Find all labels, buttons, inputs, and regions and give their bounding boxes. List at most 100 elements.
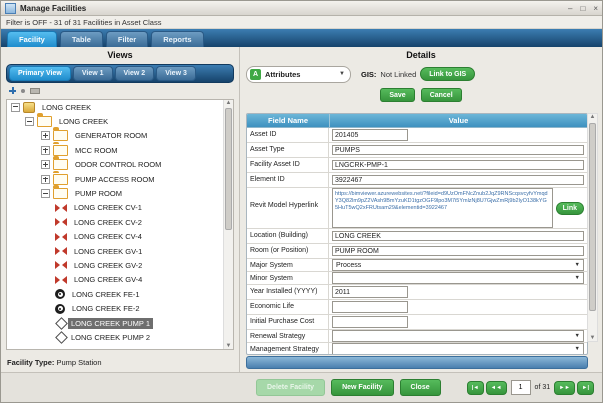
save-button[interactable]: Save [380,88,415,102]
tree-item[interactable]: LONG CREEK CV-2 [7,215,233,229]
tab-facility[interactable]: Facility [7,31,57,47]
expander-icon[interactable] [11,102,20,112]
close-button[interactable]: Close [399,379,441,396]
field-label: Element ID [247,173,329,187]
tree-item[interactable]: GENERATOR ROOM [7,127,233,143]
tree-item[interactable]: MCC ROOM [7,141,233,157]
details-scrollbar[interactable]: ▲ ▼ [587,113,598,342]
valve-icon [55,247,67,256]
expander-icon[interactable] [25,117,34,127]
economic-life-input[interactable] [332,301,408,313]
major-system-value: Process [336,261,362,269]
management-strategy-select[interactable]: ▼ [332,343,584,354]
field-label: Renewal Strategy [247,330,329,342]
year-installed-input[interactable] [332,286,408,298]
minor-system-select[interactable]: ▼ [332,272,584,284]
tab-filter[interactable]: Filter [105,31,149,47]
tree-item[interactable]: ODOR CONTROL ROOM [7,156,233,172]
folder-icon [53,185,68,200]
expander-icon[interactable] [41,160,50,170]
tab-view-3[interactable]: View 3 [156,66,196,81]
initial-purchase-cost-input[interactable] [332,316,408,328]
delete-facility-button[interactable]: Delete Facility [256,379,326,396]
tab-primary-view[interactable]: Primary View [9,66,71,81]
collapse-all-icon[interactable] [21,88,25,93]
tree-item-label: PUMP ROOM [75,189,122,199]
tree-item[interactable]: LONG CREEK [7,100,233,114]
facility-asset-id-input[interactable] [332,160,584,170]
tree-item[interactable]: LONG CREEK PUMP 2 [7,330,233,344]
scroll-down-icon[interactable]: ▼ [225,343,232,349]
revit-hyperlink-input[interactable]: https://bimviewer.azurewebsites.net/?fil… [332,188,553,228]
asset-id-input[interactable] [332,129,408,141]
attributes-dropdown[interactable]: A Attributes ▼ [246,65,351,83]
tree-item-label: LONG CREEK GV-2 [74,260,143,270]
next-page-button[interactable]: ►► [554,380,576,395]
page-number-input[interactable] [510,380,531,395]
field-row: Initial Purchase Cost [247,315,587,330]
tree-item[interactable]: LONG CREEK GV-2 [7,258,233,272]
asset-type-input[interactable] [332,145,584,155]
tab-view-1[interactable]: View 1 [72,66,113,81]
tree-toolbar [9,86,239,95]
prev-page-button[interactable]: ◄◄ [485,380,507,395]
field-row: Room (or Position) [247,244,587,259]
element-id-input[interactable] [332,175,584,185]
tree-item[interactable]: PUMP ACCESS ROOM [7,170,233,186]
expander-icon[interactable] [41,174,50,184]
tree-item[interactable]: LONG CREEK GV-4 [7,273,233,287]
room-position-input[interactable] [332,246,584,256]
details-horizontal-scrollbar[interactable] [246,356,588,369]
close-icon[interactable]: × [593,3,598,13]
tree-scrollbar[interactable]: ▲ ▼ [223,100,233,349]
tree-item-selected[interactable]: LONG CREEK PUMP 1 [7,316,233,330]
tree-item[interactable]: PUMP ROOM [7,185,233,200]
minimize-icon[interactable]: – [568,3,573,13]
tab-view-2[interactable]: View 2 [114,66,155,81]
renewal-strategy-select[interactable]: ▼ [332,330,584,342]
first-page-button[interactable]: |◄ [466,380,484,395]
tree-item-label: GENERATOR ROOM [75,131,148,141]
tree-item[interactable]: LONG CREEK CV-1 [7,201,233,215]
expander-icon[interactable] [41,145,50,155]
link-to-gis-button[interactable]: Link to GIS [420,67,476,81]
folder-icon [53,141,68,156]
scroll-up-icon[interactable]: ▲ [589,114,596,120]
major-system-select[interactable]: Process ▼ [332,259,584,271]
tree-item[interactable]: LONG CREEK FE-2 [7,301,233,315]
view-tab-bar: Primary View View 1 View 2 View 3 [6,64,234,83]
tab-table[interactable]: Table [59,31,103,47]
tree-options-icon[interactable] [30,87,40,94]
attributes-dropdown-value: Attributes [265,69,301,79]
link-button[interactable]: Link [555,201,584,215]
valve-icon [55,232,67,241]
maximize-icon[interactable]: □ [580,3,586,13]
last-page-button[interactable]: ►| [577,380,594,395]
expander-icon[interactable] [41,189,50,199]
expander-icon[interactable] [41,131,50,141]
field-label: Major System [247,259,329,271]
flow-element-icon [55,303,65,314]
tree-scroll-thumb[interactable] [225,108,232,230]
tree-item[interactable]: LONG CREEK [7,113,233,128]
scroll-up-icon[interactable]: ▲ [225,100,232,106]
field-row: Revit Model Hyperlink https://bimviewer.… [247,188,587,229]
chevron-down-icon: ▼ [574,346,580,352]
details-scroll-thumb[interactable] [589,123,596,311]
filter-status-text: Filter is OFF - 31 of 31 Facilities in A… [1,16,602,29]
scroll-down-icon[interactable]: ▼ [589,335,596,341]
title-bar: Manage Facilities – □ × [1,1,602,16]
tree-item[interactable]: LONG CREEK GV-1 [7,244,233,258]
expand-all-icon[interactable] [9,87,16,94]
field-label: Minor System [247,272,329,284]
cancel-button[interactable]: Cancel [420,88,462,102]
field-row: Management Strategy ▼ [247,343,587,354]
field-label: Location (Building) [247,229,329,243]
tree-item[interactable]: LONG CREEK CV-4 [7,230,233,244]
location-building-input[interactable] [332,231,584,241]
new-facility-button[interactable]: New Facility [331,379,394,396]
tab-reports[interactable]: Reports [151,31,204,47]
tree-item[interactable]: LONG CREEK FE-1 [7,287,233,301]
valve-icon [55,203,67,212]
pump-icon [55,316,68,330]
